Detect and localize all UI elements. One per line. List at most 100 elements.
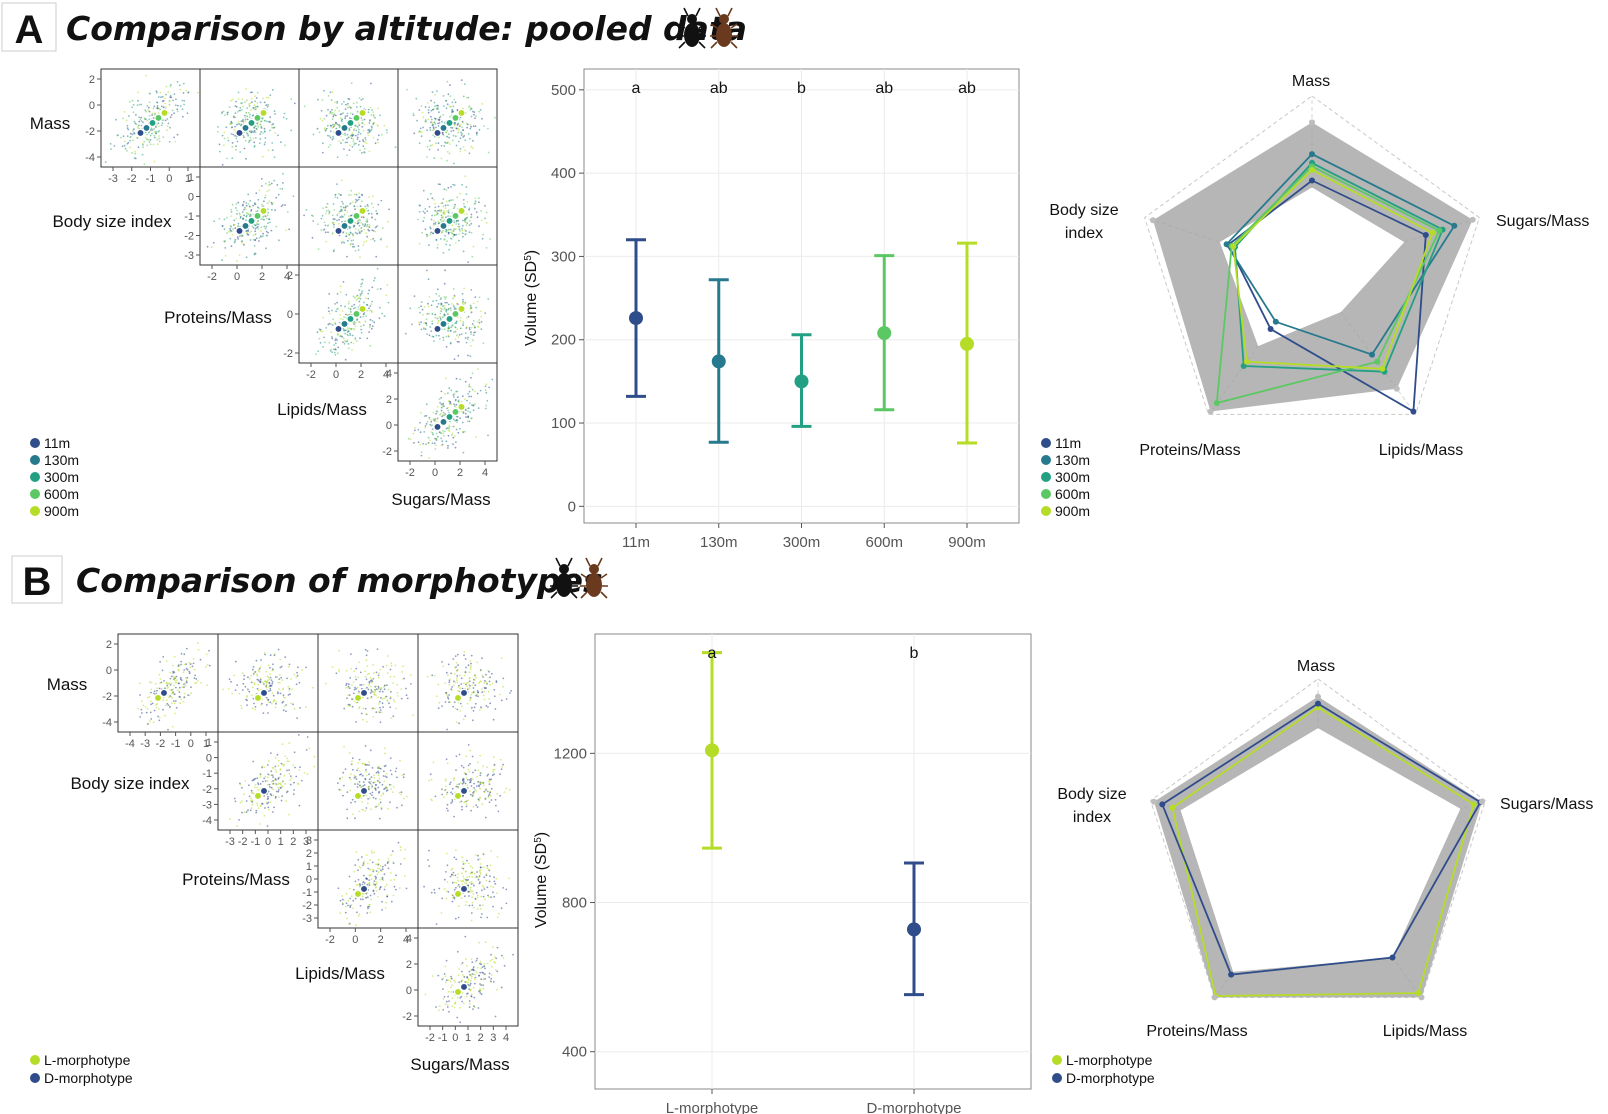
scatter-point (375, 711, 378, 714)
scatter-point (233, 241, 236, 244)
scatter-point (485, 211, 488, 214)
scatter-point (271, 126, 273, 129)
scatter-point (377, 867, 379, 870)
scatter-point (487, 894, 489, 897)
scatter-point (356, 232, 359, 235)
scatter-point (278, 782, 281, 785)
scatter-point (505, 902, 508, 905)
scatter-point (348, 194, 350, 197)
scatter-point (366, 802, 369, 805)
scatter-point (426, 210, 429, 213)
scatter-point (441, 788, 443, 791)
y-tick-label: 400 (562, 1044, 587, 1061)
scatter-point (362, 244, 365, 247)
scatter-point (387, 807, 389, 810)
scatter-point (254, 230, 257, 233)
scatter-point (447, 334, 450, 337)
scatter-point (481, 885, 484, 887)
scatter-point (487, 773, 490, 776)
scatter-point (477, 691, 480, 694)
scatter-point (436, 420, 438, 423)
pairs-cell-body-size-index-lipids-mass (317, 731, 419, 831)
scatter-point (344, 358, 347, 361)
scatter-point (357, 245, 360, 247)
scatter-point (482, 342, 485, 345)
radar-vertex-600m (1213, 400, 1220, 406)
scatter-point (462, 95, 465, 98)
scatter-point (340, 142, 342, 145)
scatter-point (453, 815, 455, 818)
scatter-point (334, 193, 337, 196)
scatter-point (463, 651, 466, 653)
scatter-point (367, 228, 370, 231)
scatter-point (246, 132, 249, 135)
scatter-point (251, 101, 253, 103)
scatter-point (288, 689, 291, 692)
scatter-point (288, 687, 291, 690)
scatter-point (269, 688, 272, 690)
scatter-point (471, 372, 474, 375)
scatter-point (368, 764, 370, 766)
scatter-point (451, 686, 454, 688)
scatter-point (505, 888, 508, 891)
scatter-point (356, 205, 359, 208)
scatter-point (464, 862, 466, 865)
scatter-point (259, 101, 262, 104)
scatter-point (490, 953, 492, 956)
scatter-point (472, 687, 475, 689)
scatter-point (369, 677, 372, 679)
scatter-point (308, 747, 311, 750)
scatter-point (496, 970, 499, 973)
scatter-point (337, 887, 340, 890)
radar-vertex-600m (1374, 358, 1381, 365)
scatter-point (481, 237, 484, 240)
scatter-point (316, 331, 319, 334)
scatter-point (329, 130, 332, 133)
scatter-point (180, 698, 183, 701)
scatter-point (158, 140, 161, 143)
scatter-point (452, 288, 455, 290)
scatter-point (368, 879, 371, 881)
scatter-point (444, 1003, 447, 1005)
scatter-point (429, 226, 432, 229)
scatter-point (344, 108, 347, 110)
scatter-point (483, 698, 486, 701)
scatter-point (369, 305, 372, 307)
scatter-point (336, 214, 339, 216)
scatter-point (435, 126, 437, 129)
centroid-marker (359, 786, 369, 796)
scatter-point (446, 674, 449, 677)
scatter-point (244, 116, 247, 119)
scatter-point (369, 130, 372, 132)
scatter-point (357, 878, 360, 881)
scatter-point (465, 683, 467, 686)
scatter-point (429, 423, 432, 426)
scatter-point (374, 116, 376, 119)
pairs-y-tick-label: 0 (206, 753, 212, 765)
scatter-point (174, 712, 176, 715)
scatter-point (449, 330, 452, 332)
scatter-point (151, 112, 154, 115)
scatter-point (446, 135, 448, 138)
scatter-point (339, 285, 342, 288)
scatter-point (371, 680, 374, 682)
pairs-y-tick-label: -3 (184, 250, 194, 262)
scatter-point (389, 872, 392, 874)
scatter-point (263, 683, 265, 685)
centroid-marker (235, 128, 244, 138)
scatter-point (441, 120, 443, 123)
pairs-cell-body-size-index-proteins-mass (199, 166, 300, 266)
scatter-point (251, 225, 254, 228)
scatter-point (365, 240, 368, 243)
scatter-point (479, 774, 482, 777)
scatter-point (452, 443, 454, 445)
scatter-point (367, 788, 370, 790)
scatter-point (362, 864, 364, 867)
scatter-point (231, 98, 234, 101)
scatter-point (253, 95, 256, 97)
scatter-point (260, 127, 263, 130)
scatter-point (395, 874, 397, 877)
scatter-point (132, 104, 135, 106)
scatter-point (462, 766, 465, 769)
scatter-point (468, 970, 471, 973)
